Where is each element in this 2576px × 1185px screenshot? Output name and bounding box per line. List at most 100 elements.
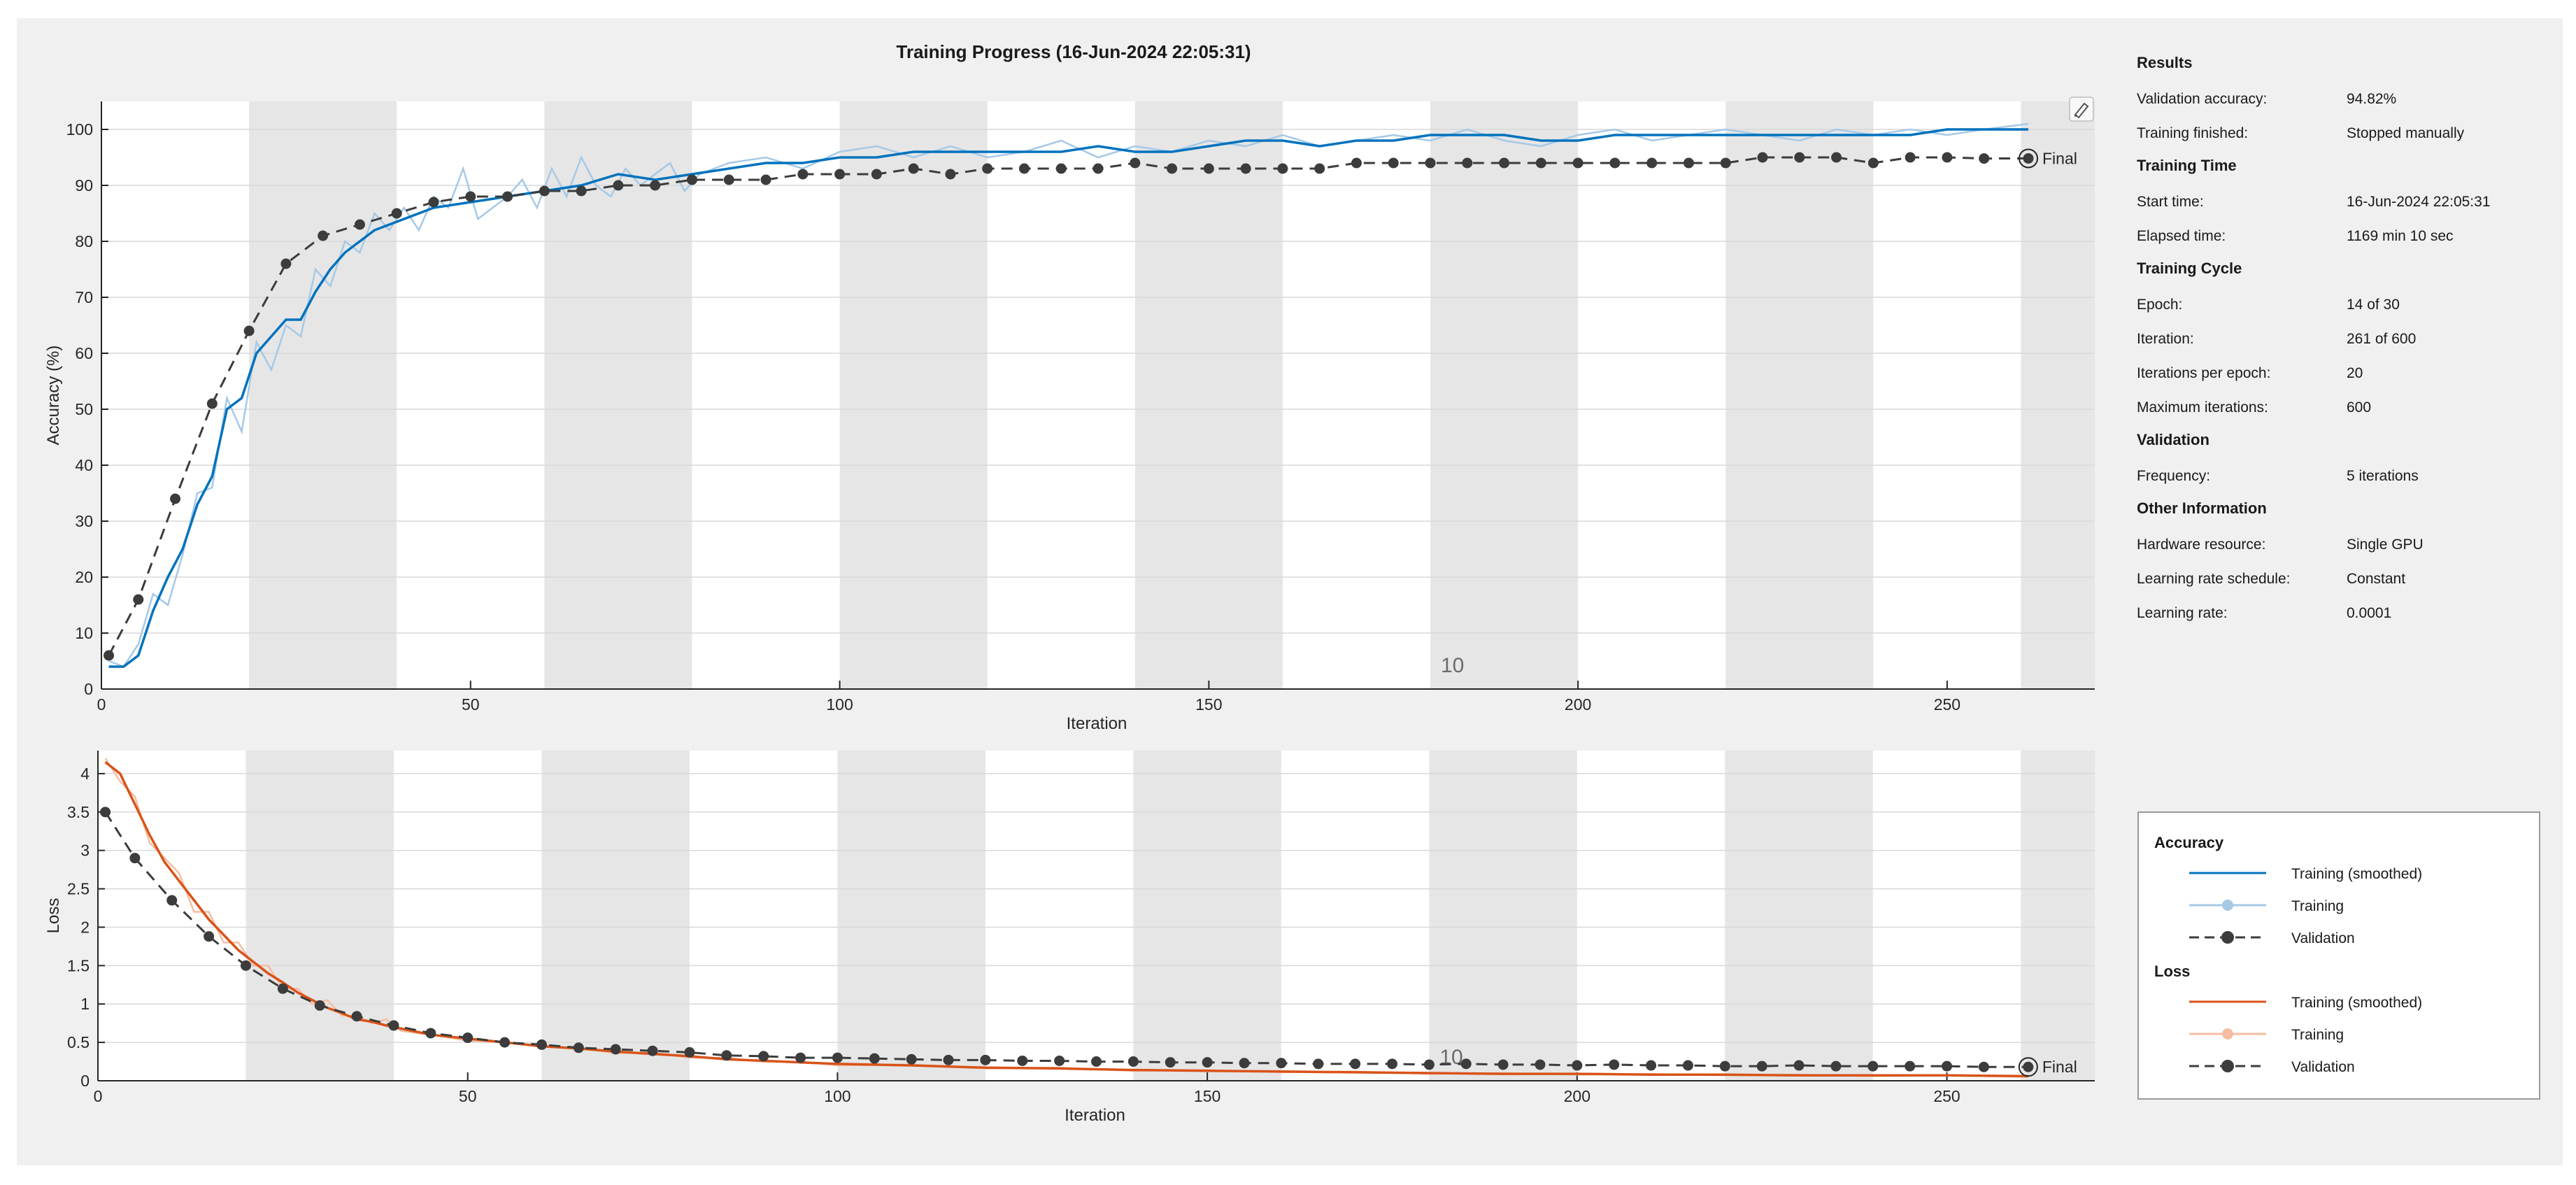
accuracy-y-tick-label: 90 [75, 176, 93, 194]
accuracy-validation-point [1609, 157, 1621, 169]
accuracy-x-tick-label: 200 [1565, 695, 1591, 714]
legend-swatch-accuracy-smoothed [2189, 872, 2266, 874]
start-time-label: Start time: [2137, 194, 2204, 210]
accuracy-x-tick-label: 250 [1934, 695, 1961, 714]
accuracy-y-axis-title: Accuracy (%) [44, 346, 63, 446]
loss-validation-point [1127, 1056, 1139, 1067]
legend-swatch-loss-smoothed [2189, 1000, 2266, 1003]
loss-y-tick-label: 4 [80, 765, 90, 783]
accuracy-validation-point [1720, 157, 1731, 169]
iterations-per-epoch-value: 20 [2347, 365, 2363, 381]
accuracy-validation-point [465, 191, 476, 202]
accuracy-validation-point [1942, 152, 1953, 163]
accuracy-validation-point [428, 197, 439, 208]
elapsed-time-value: 1169 min 10 sec [2347, 228, 2454, 244]
loss-final-label: Final [2042, 1058, 2077, 1076]
loss-validation-point [240, 960, 251, 971]
accuracy-y-tick-label: 30 [75, 512, 93, 530]
loss-x-tick-label: 200 [1564, 1087, 1591, 1105]
legend-label-accuracy-smoothed: Training (smoothed) [2291, 866, 2423, 882]
accuracy-epoch-band [839, 101, 988, 689]
accuracy-validation-point [1905, 152, 1916, 163]
loss-validation-point [1572, 1060, 1583, 1071]
loss-y-tick-label: 0.5 [67, 1033, 90, 1051]
loss-validation-point [1202, 1057, 1213, 1068]
accuracy-validation-point [1535, 157, 1546, 169]
loss-y-tick-label: 3.5 [67, 803, 90, 821]
loss-validation-point [204, 931, 215, 942]
accuracy-y-tick-label: 20 [75, 568, 93, 586]
accuracy-y-tick-label: 0 [84, 680, 93, 698]
accuracy-y-tick-label: 10 [75, 624, 93, 642]
accuracy-training-smoothed-line [108, 128, 2028, 668]
loss-validation-point [1460, 1058, 1472, 1070]
training-finished-label: Training finished: [2137, 125, 2249, 141]
accuracy-epoch-band [1134, 101, 1283, 689]
validation-accuracy-value: 94.82% [2347, 91, 2397, 107]
loss-x-tick-label: 50 [459, 1087, 477, 1105]
loss-validation-point [1054, 1055, 1065, 1066]
loss-validation-point [388, 1020, 399, 1031]
accuracy-validation-point [1572, 157, 1584, 169]
maximum-iterations-value: 600 [2347, 399, 2372, 416]
accuracy-validation-point [613, 180, 624, 191]
loss-validation-point [832, 1052, 843, 1063]
legend-label-loss-validation: Validation [2291, 1059, 2355, 1075]
training-time-title: Training Time [2137, 157, 2237, 174]
epoch-value: 14 of 30 [2347, 297, 2400, 313]
accuracy-x-tick-label: 100 [826, 695, 853, 714]
accuracy-epoch-band [1430, 101, 1579, 689]
loss-validation-point [1978, 1061, 1989, 1072]
loss-y-tick-label: 1.5 [67, 956, 90, 974]
loss-x-tick-label: 250 [1933, 1087, 1960, 1105]
loss-validation-point [277, 983, 288, 994]
axes-toolbar-icon[interactable] [2069, 97, 2094, 122]
loss-final-marker [2018, 1057, 2038, 1077]
loss-validation-point [647, 1045, 658, 1056]
accuracy-validation-point [1683, 157, 1694, 169]
accuracy-validation-point [1167, 163, 1178, 174]
loss-validation-point [536, 1039, 547, 1050]
loss-validation-point [1609, 1059, 1620, 1070]
legend-box: Accuracy Training (smoothed) Training Va… [2137, 811, 2540, 1100]
legend-item-accuracy-validation: Validation [2154, 925, 2532, 953]
elapsed-time-row: Elapsed time: 1169 min 10 sec [2137, 220, 2528, 255]
loss-epoch-band [245, 751, 394, 1081]
loss-validation-point [795, 1052, 806, 1063]
loss-validation-point [462, 1033, 474, 1044]
legend-swatch-accuracy-validation [2189, 931, 2266, 944]
training-info-panel: Results Validation accuracy: 94.82% Train… [2137, 49, 2528, 632]
loss-validation-point [1165, 1057, 1176, 1068]
accuracy-validation-point [104, 650, 115, 661]
accuracy-validation-point [1499, 157, 1510, 169]
learning-rate-schedule-row: Learning rate schedule: Constant [2137, 563, 2528, 597]
legend-accuracy-title: Accuracy [2154, 834, 2224, 851]
accuracy-y-tick-label: 80 [75, 232, 93, 250]
accuracy-validation-point [1277, 163, 1288, 174]
loss-validation-point [1905, 1060, 1916, 1072]
accuracy-validation-point [354, 219, 365, 230]
accuracy-epoch-band [544, 101, 692, 689]
loss-validation-point [100, 807, 111, 818]
accuracy-validation-point [1203, 163, 1214, 174]
legend-swatch-accuracy-training [2189, 900, 2266, 911]
hardware-resource-label: Hardware resource: [2137, 537, 2266, 553]
legend-label-loss-smoothed: Training (smoothed) [2291, 995, 2423, 1011]
loss-validation-point [314, 1000, 325, 1011]
loss-validation-point [1682, 1060, 1693, 1071]
accuracy-validation-point [1018, 163, 1030, 174]
accuracy-validation-point [391, 208, 402, 219]
iterations-per-epoch-label: Iterations per epoch: [2137, 365, 2271, 381]
legend-item-accuracy-training: Training [2154, 893, 2532, 921]
accuracy-final-marker [2019, 148, 2038, 169]
accuracy-training-line [108, 122, 2029, 668]
legend-swatch-loss-training [2189, 1028, 2266, 1039]
accuracy-validation-point [280, 258, 292, 269]
accuracy-validation-point [133, 594, 144, 605]
legend-label-accuracy-validation: Validation [2291, 930, 2355, 946]
loss-validation-point [1386, 1058, 1397, 1070]
accuracy-x-tick-label: 0 [97, 695, 106, 714]
legend-loss-title: Loss [2154, 963, 2191, 980]
loss-validation-point [869, 1053, 880, 1064]
